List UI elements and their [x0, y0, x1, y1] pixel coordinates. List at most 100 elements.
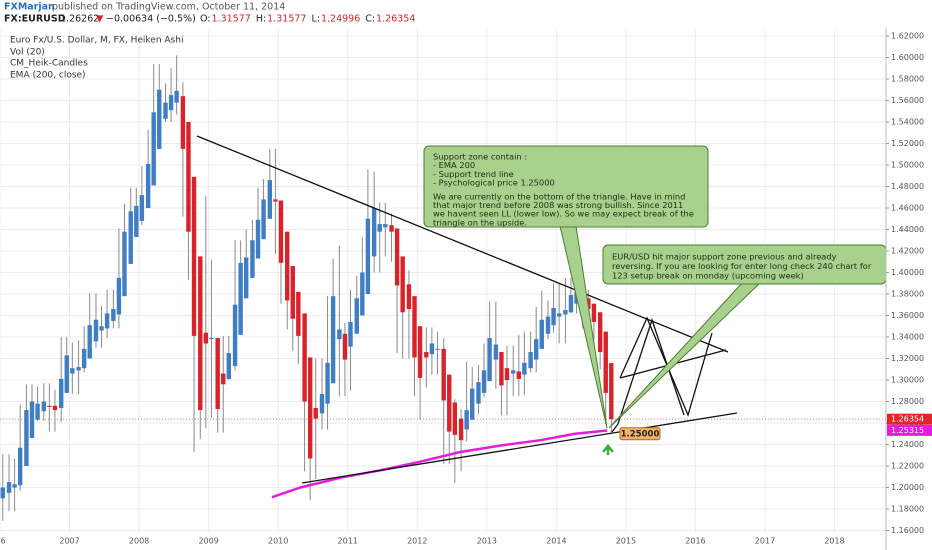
- candle-body: [441, 348, 446, 401]
- candle-body: [58, 378, 64, 408]
- trend-line: [301, 412, 738, 484]
- candle-body: [81, 348, 87, 369]
- grid: [0, 28, 886, 533]
- candle-body: [603, 331, 608, 393]
- candle-body: [504, 368, 510, 381]
- legend: Euro Fx/U.S. Dollar, M, FX, Heiken Ashi …: [10, 36, 183, 81]
- x-tick-label: 6: [0, 537, 5, 546]
- candle-body: [406, 284, 412, 310]
- y-tick-label: 1.58000: [891, 75, 924, 84]
- y-tick-label: 1.42000: [891, 247, 924, 256]
- candle-body: [597, 312, 603, 353]
- candle-body: [591, 303, 597, 322]
- candle-body: [487, 338, 492, 382]
- candle-body: [12, 484, 17, 488]
- annotation-text: triangle on the upside.: [433, 217, 527, 227]
- x-tick-label: 2011: [338, 537, 358, 546]
- change: −0.00634 (−0.5%): [106, 14, 196, 25]
- candle-body: [383, 224, 388, 228]
- y-tick-label: 1.34000: [891, 333, 924, 342]
- author: FXMarjan: [4, 2, 55, 13]
- y-tick-label: 1.52000: [891, 139, 924, 148]
- candle-body: [290, 266, 295, 319]
- candle-body: [41, 401, 47, 412]
- candle-body: [29, 401, 35, 439]
- y-tick-label: 1.38000: [891, 290, 924, 299]
- candle-body: [128, 211, 133, 264]
- candle-body: [522, 362, 527, 375]
- candle-body: [348, 321, 353, 347]
- y-tick-label: 1.40000: [891, 268, 924, 277]
- header: FXMarjan published on TradingView.com, O…: [4, 2, 415, 25]
- annotation-text: - EMA 200: [433, 160, 475, 170]
- candle-body: [145, 163, 151, 209]
- ohlc-value: 1.24996: [321, 14, 360, 25]
- candle-body: [389, 225, 394, 232]
- x-tick-label: 2015: [616, 537, 636, 546]
- candle-body: [174, 90, 179, 103]
- candle-body: [412, 296, 417, 358]
- candle-body: [325, 362, 330, 404]
- annotation-text: we havent seen LL (lower low). So we may…: [433, 209, 694, 219]
- candle-body: [186, 122, 191, 232]
- y-tick-label: 1.46000: [891, 204, 924, 213]
- y-tick-label: 1.16000: [891, 526, 924, 535]
- y-tick-label: 1.36000: [891, 311, 924, 320]
- candle-body: [232, 304, 238, 367]
- y-tick-label: 1.60000: [891, 53, 924, 62]
- candle-body: [35, 403, 40, 420]
- plot: [0, 55, 886, 521]
- candle-body: [24, 410, 29, 467]
- candle-body: [360, 272, 365, 316]
- down-arrow: ▼: [96, 14, 104, 25]
- ohlc-value: 1.31577: [212, 14, 251, 25]
- y-tick-label: 1.62000: [891, 32, 924, 41]
- price-label-box: [887, 424, 932, 436]
- candle-body: [313, 407, 318, 419]
- callout-box: [423, 145, 709, 228]
- candle-body: [354, 298, 359, 334]
- price-label-box: [887, 413, 932, 425]
- y-tick-label: 1.56000: [891, 96, 924, 105]
- y-tick-label: 1.24000: [891, 440, 924, 449]
- candle-body: [52, 405, 58, 411]
- candle-body: [556, 313, 562, 317]
- x-tick-label: 2017: [755, 537, 775, 546]
- candle-body: [93, 319, 99, 342]
- annotation-text: - Psychological price 1.25000: [433, 178, 555, 188]
- x-tick-label: 2007: [59, 537, 79, 546]
- candle-body: [0, 487, 5, 499]
- candle-body: [64, 355, 69, 393]
- annotation-text: that major trend before 2008 was strong …: [433, 200, 683, 210]
- candle-body: [302, 313, 307, 402]
- candle-body: [17, 447, 23, 486]
- candle-body: [180, 96, 186, 149]
- x-tick-label: 2018: [824, 537, 844, 546]
- x-tick-label: 2013: [477, 537, 497, 546]
- candle-body: [563, 310, 568, 315]
- candle-body: [70, 368, 75, 374]
- x-tick-label: 2016: [685, 537, 705, 546]
- candle-body: [157, 89, 162, 149]
- candle-body: [267, 180, 273, 219]
- candle-body: [99, 326, 104, 331]
- annotation-text: Support zone contain :: [433, 152, 527, 162]
- candle-body: [371, 208, 377, 257]
- ema-line: [271, 429, 608, 499]
- candle-body: [278, 200, 284, 263]
- candle-body: [168, 95, 174, 111]
- symbol: FX:EURUSD: [4, 14, 66, 25]
- candle-body: [609, 363, 614, 420]
- annotation-text: We are currently on the bottom of the tr…: [433, 191, 685, 201]
- candle-body: [476, 382, 481, 404]
- candle-body: [226, 353, 232, 379]
- series-title: Euro Fx/U.S. Dollar, M, FX, Heiken Ashi: [10, 36, 183, 46]
- price-label: 1.26354: [891, 415, 924, 424]
- candle-body: [539, 319, 544, 349]
- candle-body: [261, 199, 266, 240]
- price: 1.26262: [60, 14, 99, 25]
- candle-body: [221, 373, 226, 385]
- indicator: Vol (20): [10, 48, 45, 58]
- level-label-box: [619, 427, 661, 441]
- ohlc-value: 1.31577: [267, 14, 306, 25]
